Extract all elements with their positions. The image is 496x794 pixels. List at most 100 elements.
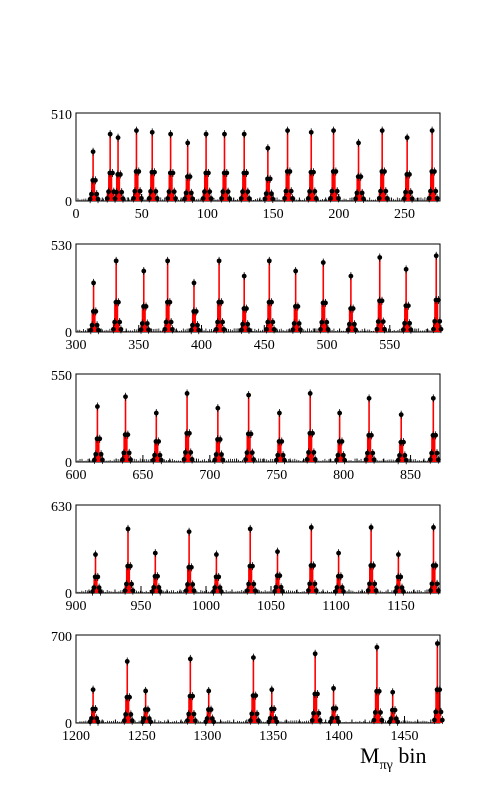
data-point xyxy=(324,319,330,325)
x-axis-title: Mπγ bin xyxy=(360,743,426,773)
data-point xyxy=(138,195,144,201)
data-point xyxy=(195,322,200,328)
data-point xyxy=(246,327,252,333)
data-point xyxy=(434,450,440,456)
data-point xyxy=(280,589,285,594)
data-point xyxy=(384,195,390,201)
data-point xyxy=(208,707,214,712)
data-point xyxy=(282,457,287,463)
data-point xyxy=(350,306,356,311)
data-point xyxy=(113,258,119,264)
data-point xyxy=(283,188,289,194)
data-point xyxy=(308,129,314,135)
data-point xyxy=(125,526,131,532)
data-point xyxy=(131,195,136,201)
data-point xyxy=(433,563,439,568)
data-point xyxy=(361,196,366,202)
data-point xyxy=(407,172,412,177)
data-point xyxy=(143,304,149,309)
data-point xyxy=(213,452,219,457)
data-point xyxy=(345,327,351,333)
data-point xyxy=(188,450,194,455)
x-tick-label: 1050 xyxy=(257,599,285,614)
data-point xyxy=(165,258,171,264)
data-point xyxy=(319,319,325,325)
data-point xyxy=(331,685,336,691)
data-point xyxy=(307,581,313,587)
data-point xyxy=(348,273,354,279)
data-point xyxy=(267,715,273,721)
data-point xyxy=(271,326,277,332)
data-point xyxy=(245,321,251,327)
data-point xyxy=(379,717,385,723)
data-point xyxy=(95,719,101,725)
data-point xyxy=(438,709,444,715)
data-point xyxy=(148,719,153,725)
data-point xyxy=(91,457,97,463)
data-point xyxy=(365,588,371,593)
y-max-tick-label: 510 xyxy=(51,108,72,123)
x-tick-label: 1250 xyxy=(128,729,156,744)
data-point xyxy=(316,710,322,716)
data-point xyxy=(225,189,231,195)
data-point xyxy=(190,693,196,699)
data-point xyxy=(378,188,383,194)
x-axis-title-subscript: πγ xyxy=(380,758,393,773)
data-point xyxy=(244,170,249,176)
data-point xyxy=(437,687,443,693)
data-point xyxy=(312,581,318,587)
data-point xyxy=(428,188,433,194)
data-point xyxy=(290,195,295,201)
x-tick-label: 250 xyxy=(394,207,415,222)
data-point xyxy=(181,457,187,462)
data-point xyxy=(279,439,285,444)
data-point xyxy=(191,588,197,594)
data-point xyxy=(212,585,218,591)
data-point xyxy=(141,268,147,274)
data-point xyxy=(436,297,441,303)
data-point xyxy=(219,452,224,457)
data-point xyxy=(275,549,280,555)
data-point xyxy=(248,718,253,723)
data-point xyxy=(116,299,121,305)
data-point xyxy=(403,266,409,272)
data-point xyxy=(215,319,220,325)
data-point xyxy=(435,457,441,463)
data-point xyxy=(145,707,151,712)
data-point xyxy=(277,410,282,416)
data-point xyxy=(241,131,247,137)
data-point xyxy=(356,140,361,146)
data-point xyxy=(89,715,94,721)
y-max-tick-label: 700 xyxy=(51,630,72,645)
y-zero-tick-label: 0 xyxy=(65,195,72,210)
data-point xyxy=(170,170,176,176)
data-point xyxy=(138,327,144,333)
data-point xyxy=(184,718,190,724)
data-point xyxy=(137,188,143,194)
data-point xyxy=(339,439,345,444)
plot-frame xyxy=(75,373,441,463)
data-point xyxy=(208,196,214,201)
y-max-tick-label: 530 xyxy=(51,239,72,254)
data-point xyxy=(127,694,132,700)
data-point xyxy=(353,327,359,333)
data-point xyxy=(204,716,210,721)
data-point xyxy=(380,319,386,324)
data-point xyxy=(288,188,294,194)
data-point xyxy=(296,321,302,326)
data-point xyxy=(317,718,323,723)
data-point xyxy=(369,432,374,438)
data-point xyxy=(334,188,340,194)
data-point xyxy=(119,189,125,195)
data-point xyxy=(368,525,374,530)
data-point xyxy=(187,430,192,436)
data-point xyxy=(95,196,101,202)
data-point xyxy=(277,573,283,579)
x-tick-label: 550 xyxy=(379,338,400,353)
data-point xyxy=(358,174,364,180)
data-point xyxy=(111,326,116,332)
data-point xyxy=(92,706,98,712)
x-tick-label: 850 xyxy=(400,468,421,483)
data-point xyxy=(218,299,224,305)
